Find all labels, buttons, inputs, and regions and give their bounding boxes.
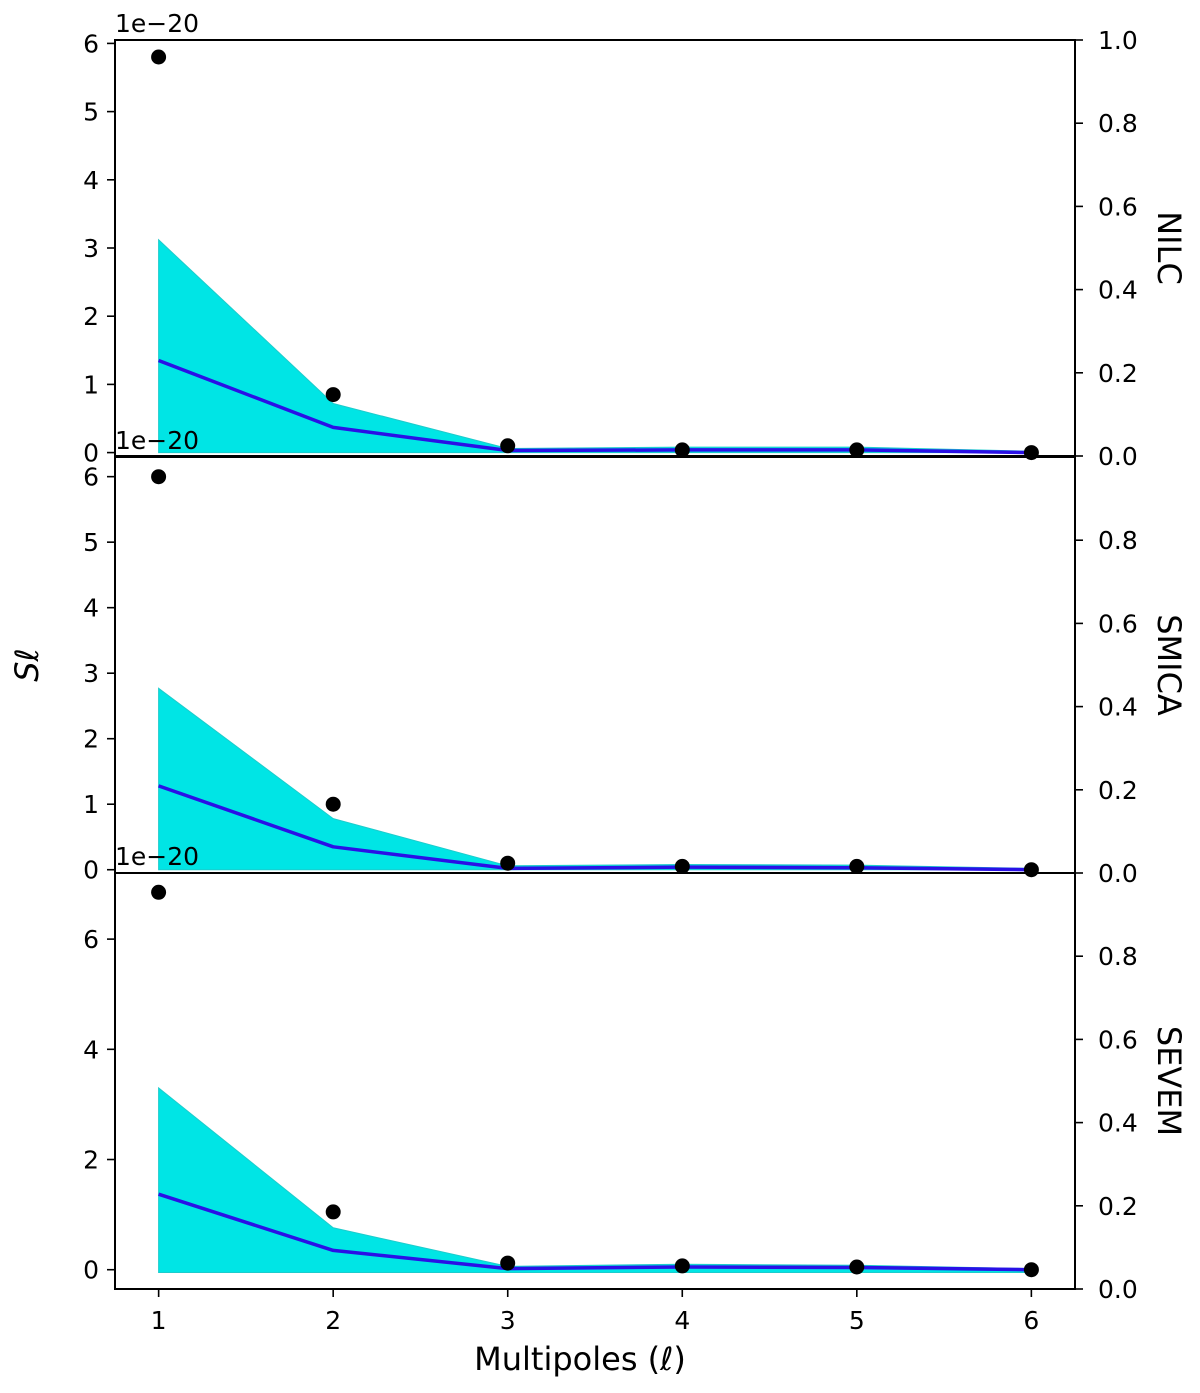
left-tick-label: 6 <box>83 29 99 58</box>
left-tick-label: 5 <box>83 98 99 127</box>
right-tick-label: 0.6 <box>1098 192 1138 221</box>
right-tick-label: 0.8 <box>1098 109 1138 138</box>
x-tick-label: 1 <box>151 1306 167 1335</box>
right-tick-label: 0.2 <box>1098 359 1138 388</box>
right-tick-label: 0.6 <box>1098 609 1138 638</box>
plot-frame <box>114 872 1076 1290</box>
x-tick-label: 3 <box>500 1306 516 1335</box>
x-tick-label: 5 <box>849 1306 865 1335</box>
mean-line <box>157 358 1032 455</box>
observed-point <box>1023 1262 1039 1278</box>
observed-point <box>500 855 516 871</box>
left-tick-label: 0 <box>83 856 99 885</box>
right-tick-label: 0.2 <box>1098 1192 1138 1221</box>
left-tick-label: 4 <box>83 594 99 623</box>
left-tick-label: 2 <box>83 302 99 331</box>
left-tick-label: 4 <box>83 1035 99 1064</box>
observed-point <box>151 49 167 65</box>
y-axis-title: Sℓ <box>8 648 46 682</box>
observed-point <box>849 442 865 458</box>
confidence-band <box>158 238 1032 454</box>
observed-point <box>151 469 167 485</box>
mean-line <box>158 784 1032 872</box>
offset-text: 1e−20 <box>115 426 199 455</box>
observed-point <box>674 442 690 458</box>
panel-sevem: 0 2 4 6 0.0 0.2 0.4 0.6 0.8 1e−20 SEVEM 1 2 3 4 5 6 <box>83 842 1188 1335</box>
observed-point <box>500 1255 516 1271</box>
right-tick-label: 0.2 <box>1098 776 1138 805</box>
left-tick-label: 3 <box>83 659 99 688</box>
left-tick-label: 0 <box>83 439 99 468</box>
panel-smica: 0 1 2 3 4 5 6 0.0 0.2 0.4 0.6 0.8 1e−20 SMICA <box>83 426 1188 888</box>
observed-point <box>325 387 341 403</box>
left-tick-label: 0 <box>83 1256 99 1285</box>
observed-point <box>151 884 167 900</box>
left-tick-label: 4 <box>83 166 99 195</box>
observed-point <box>1023 862 1039 878</box>
x-tick-label: 6 <box>1023 1306 1039 1335</box>
left-tick-label: 5 <box>83 528 99 557</box>
left-tick-label: 6 <box>83 925 99 954</box>
observed-point <box>849 858 865 874</box>
right-tick-label: 0.0 <box>1098 1275 1138 1304</box>
x-tick-label: 2 <box>325 1306 341 1335</box>
right-tick-label: 1.0 <box>1098 26 1138 55</box>
panel-label-nilc: NILC <box>1150 211 1188 285</box>
observed-point <box>325 796 341 812</box>
right-tick-label: 0.4 <box>1098 693 1138 722</box>
left-tick-label: 1 <box>83 790 99 819</box>
left-tick-label: 6 <box>83 463 99 492</box>
right-tick-label: 0.0 <box>1098 442 1138 471</box>
offset-text: 1e−20 <box>115 9 199 38</box>
observed-point <box>849 1259 865 1275</box>
panel-nilc: 0 1 2 3 4 5 6 0.0 0.2 0.4 0.6 0.8 1.0 1e−20 NILC <box>83 9 1188 471</box>
observed-point <box>674 1258 690 1274</box>
mean-line <box>158 1192 1032 1272</box>
right-tick-label: 0.8 <box>1098 942 1138 971</box>
right-tick-label: 0.0 <box>1098 859 1138 888</box>
right-tick-label: 0.4 <box>1098 1109 1138 1138</box>
observed-point <box>325 1204 341 1220</box>
panels-layer: 0 1 2 3 4 5 6 0.0 0.2 0.4 0.6 0.8 1.0 1e−20 NILC 0 1 2 3 4 5… <box>83 9 1188 1335</box>
x-tick-label: 4 <box>674 1306 690 1335</box>
confidence-band <box>158 1086 1032 1273</box>
right-tick-label: 0.8 <box>1098 526 1138 555</box>
offset-text: 1e−20 <box>115 842 199 871</box>
x-axis-title: Multipoles (ℓ) <box>474 1340 686 1378</box>
panel-label-sevem: SEVEM <box>1150 1026 1188 1136</box>
left-tick-label: 1 <box>83 370 99 399</box>
left-tick-label: 3 <box>83 234 99 263</box>
panel-label-smica: SMICA <box>1150 614 1188 716</box>
confidence-band <box>158 687 1032 871</box>
left-tick-label: 2 <box>83 1146 99 1175</box>
right-tick-label: 0.6 <box>1098 1025 1138 1054</box>
left-tick-label: 2 <box>83 725 99 754</box>
observed-point <box>674 858 690 874</box>
right-tick-label: 0.4 <box>1098 276 1138 305</box>
observed-point <box>500 438 516 454</box>
